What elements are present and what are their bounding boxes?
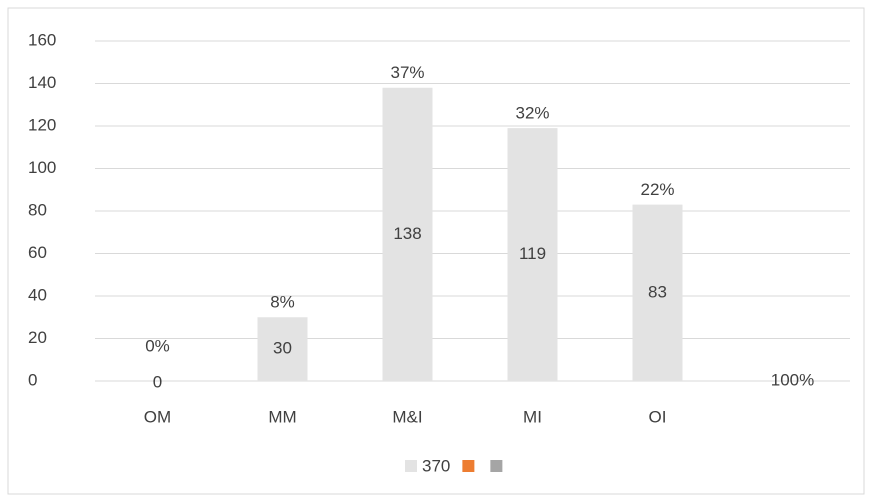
- y-tick-label: 0: [28, 370, 37, 389]
- y-tick-label: 160: [28, 30, 56, 49]
- bar: [632, 204, 683, 381]
- value-label: 30: [273, 339, 292, 358]
- y-tick-label: 20: [28, 328, 47, 347]
- percent-label: 32%: [515, 104, 549, 123]
- percent-label: 0%: [145, 336, 170, 355]
- bar: [257, 317, 308, 381]
- y-tick-label: 140: [28, 73, 56, 92]
- x-tick-label: MI: [523, 407, 542, 426]
- percent-label: 100%: [771, 370, 814, 389]
- y-tick-label: 120: [28, 115, 56, 134]
- x-tick-label: OI: [649, 407, 667, 426]
- percent-label: 22%: [640, 180, 674, 199]
- legend-swatch: [490, 460, 503, 472]
- y-tick-label: 40: [28, 285, 47, 304]
- y-tick-label: 60: [28, 243, 47, 262]
- percent-label: 37%: [390, 63, 424, 82]
- x-tick-label: M&I: [392, 407, 422, 426]
- value-label: 0: [153, 372, 162, 391]
- percent-label: 8%: [270, 293, 295, 312]
- x-tick-label: OM: [144, 407, 171, 426]
- legend-label: 370: [422, 456, 450, 475]
- value-label: 138: [393, 224, 421, 243]
- y-tick-label: 80: [28, 200, 47, 219]
- bar: [507, 128, 558, 381]
- value-label: 83: [648, 282, 667, 301]
- chart-frame: [7, 7, 865, 495]
- y-tick-label: 100: [28, 158, 56, 177]
- x-tick-label: MM: [268, 407, 296, 426]
- bar: [382, 87, 433, 381]
- value-label: 119: [519, 244, 546, 263]
- legend-swatch: [405, 460, 417, 472]
- legend-swatch: [462, 460, 475, 472]
